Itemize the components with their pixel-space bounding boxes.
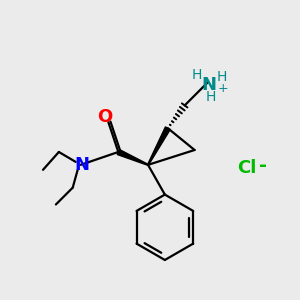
- Polygon shape: [117, 149, 148, 165]
- Text: H: H: [216, 70, 226, 84]
- Polygon shape: [148, 127, 170, 165]
- Text: Cl: Cl: [237, 159, 257, 177]
- Text: O: O: [97, 108, 112, 126]
- Text: -: -: [259, 156, 267, 176]
- Text: H: H: [205, 91, 216, 104]
- Text: H: H: [191, 68, 202, 82]
- Text: N: N: [201, 76, 216, 94]
- Text: +: +: [218, 82, 229, 95]
- Text: N: N: [74, 156, 89, 174]
